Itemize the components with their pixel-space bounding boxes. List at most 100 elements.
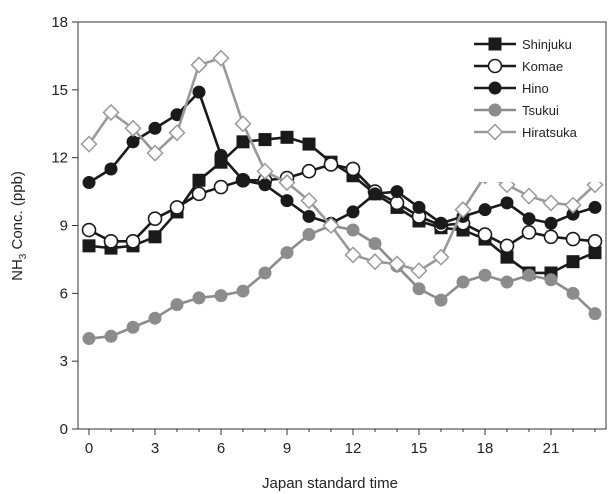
data-point (500, 196, 514, 210)
data-point (124, 119, 142, 137)
data-point (344, 246, 362, 264)
data-point (478, 268, 492, 282)
x-axis-title: Japan standard time (262, 475, 398, 492)
data-point (212, 49, 230, 67)
data-point (456, 275, 470, 289)
y-tick-label: 0 (60, 421, 68, 438)
data-point (500, 275, 514, 289)
data-point (522, 268, 536, 282)
y-axis: 0 3 6 9 12 15 18 (51, 14, 78, 438)
data-point (102, 103, 120, 122)
data-point (390, 185, 404, 199)
data-point (191, 186, 207, 202)
legend-marker (486, 123, 504, 141)
data-point (169, 200, 185, 215)
data-point (190, 56, 208, 74)
x-tick-label: 15 (411, 440, 428, 457)
x-tick-label: 9 (283, 440, 291, 457)
data-point (346, 223, 360, 237)
data-point (256, 162, 274, 180)
data-point (432, 248, 450, 266)
data-point (214, 289, 228, 303)
data-point (147, 211, 163, 227)
legend-label: Shinjuku (522, 37, 572, 52)
data-point (82, 332, 96, 346)
legend-background (466, 30, 602, 182)
data-point (434, 216, 448, 230)
data-point (148, 230, 162, 244)
data-point (388, 255, 406, 273)
data-point (322, 216, 340, 235)
data-point (478, 203, 492, 217)
data-point (542, 194, 560, 212)
series-line (88, 224, 596, 340)
data-point (192, 85, 206, 99)
data-point (410, 262, 428, 280)
legend-marker (488, 81, 502, 95)
data-point (544, 216, 558, 230)
series-tsukui (82, 219, 602, 346)
legend-label: Komae (522, 59, 563, 74)
data-point (236, 173, 250, 187)
data-point (126, 320, 140, 334)
y-tick-label: 18 (51, 14, 68, 31)
data-point (368, 237, 382, 251)
y-tick-label: 15 (51, 82, 68, 99)
data-point (82, 176, 96, 190)
legend: Shinjuku Komae Hino Tsukui Hiratsuka (466, 30, 602, 182)
y-tick-label: 9 (60, 218, 68, 235)
y-tick-label: 12 (51, 150, 68, 167)
data-point (566, 286, 580, 300)
legend-marker (487, 58, 503, 74)
legend-label: Hiratsuka (522, 125, 578, 140)
data-point (434, 293, 448, 307)
data-point (543, 229, 559, 245)
data-point (477, 227, 493, 242)
data-point (280, 194, 294, 208)
x-tick-label: 0 (85, 440, 93, 457)
data-point (564, 196, 582, 214)
data-point (302, 137, 316, 151)
data-point (345, 161, 361, 177)
data-point (214, 148, 228, 162)
data-point (148, 121, 162, 135)
legend-marker (488, 37, 502, 51)
data-point (302, 209, 316, 223)
legend-item-hiratsuka: Hiratsuka (474, 123, 578, 141)
data-point (280, 246, 294, 260)
data-point (192, 291, 206, 305)
data-point (148, 311, 162, 325)
data-point (82, 239, 96, 253)
data-point (368, 187, 382, 201)
data-point (125, 234, 141, 249)
data-point (168, 124, 186, 142)
legend-label: Tsukui (522, 103, 559, 118)
data-point (565, 231, 581, 247)
data-point (302, 228, 316, 242)
data-point (192, 173, 206, 187)
data-point (587, 234, 603, 249)
data-point (499, 238, 515, 254)
x-tick-label: 6 (217, 440, 225, 457)
y-tick-label: 3 (60, 353, 68, 370)
data-point (412, 282, 426, 296)
data-point (258, 266, 272, 280)
data-point (389, 195, 405, 211)
data-point (258, 133, 272, 147)
data-point (278, 173, 296, 192)
data-point (81, 222, 97, 238)
data-point (366, 253, 384, 271)
legend-item-shinjuku: Shinjuku (474, 37, 572, 52)
data-point (126, 135, 140, 149)
data-point (588, 200, 602, 214)
data-point (104, 329, 118, 343)
x-axis: 0 3 6 9 12 15 18 21 (85, 429, 596, 457)
data-point (521, 224, 537, 240)
data-point (412, 200, 426, 214)
data-point (170, 298, 184, 312)
data-point (104, 162, 118, 176)
y-tick-label: 6 (60, 285, 68, 302)
legend-item-komae: Komae (474, 58, 563, 74)
x-tick-label: 12 (345, 440, 362, 457)
